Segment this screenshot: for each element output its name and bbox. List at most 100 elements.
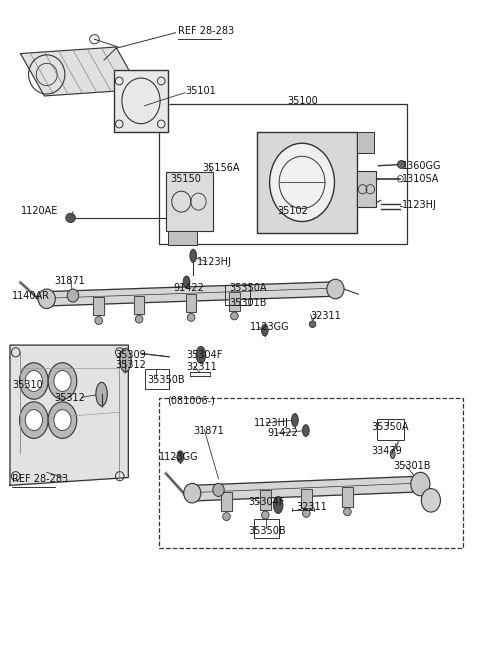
Bar: [229, 292, 240, 310]
Ellipse shape: [48, 402, 77, 438]
Ellipse shape: [390, 449, 395, 458]
Polygon shape: [166, 172, 213, 231]
Ellipse shape: [262, 324, 268, 336]
Bar: [257, 132, 357, 233]
Ellipse shape: [230, 312, 238, 320]
Ellipse shape: [187, 314, 195, 322]
Text: 35156A: 35156A: [202, 162, 240, 173]
Text: 33479: 33479: [371, 447, 402, 457]
Text: 35101: 35101: [185, 86, 216, 96]
Bar: [144, 369, 169, 389]
Ellipse shape: [309, 321, 316, 328]
Ellipse shape: [184, 483, 201, 503]
Text: 1120AE: 1120AE: [21, 206, 58, 216]
Bar: [94, 297, 104, 315]
Text: REF 28-283: REF 28-283: [12, 474, 68, 484]
Bar: [114, 70, 168, 132]
Ellipse shape: [66, 214, 75, 223]
Text: 91422: 91422: [173, 284, 204, 293]
Bar: [377, 419, 404, 440]
Ellipse shape: [302, 510, 310, 517]
Text: 35309: 35309: [115, 350, 146, 360]
Text: 35100: 35100: [288, 96, 318, 105]
Polygon shape: [10, 345, 128, 485]
Text: 1123HJ: 1123HJ: [254, 418, 289, 428]
Polygon shape: [229, 292, 240, 310]
Polygon shape: [114, 70, 168, 132]
Polygon shape: [342, 487, 353, 506]
Ellipse shape: [302, 424, 309, 436]
Text: 35312: 35312: [115, 360, 146, 370]
Ellipse shape: [38, 289, 55, 309]
Ellipse shape: [411, 472, 430, 496]
Ellipse shape: [177, 451, 184, 462]
Ellipse shape: [96, 383, 108, 405]
Ellipse shape: [20, 363, 48, 400]
Ellipse shape: [54, 409, 71, 430]
Polygon shape: [186, 294, 196, 312]
Polygon shape: [257, 132, 357, 233]
Text: 35350A: 35350A: [371, 422, 409, 432]
Text: 35150: 35150: [171, 174, 202, 184]
Text: 35350B: 35350B: [147, 375, 185, 384]
Bar: [166, 172, 213, 231]
Ellipse shape: [397, 160, 405, 168]
Text: 35312: 35312: [54, 393, 85, 403]
Text: 1123GG: 1123GG: [159, 452, 199, 462]
Ellipse shape: [20, 402, 48, 438]
Ellipse shape: [262, 511, 269, 519]
Ellipse shape: [213, 483, 224, 496]
Bar: [134, 295, 144, 314]
Text: REF 28-283: REF 28-283: [178, 26, 234, 36]
Bar: [159, 398, 463, 548]
Text: 32311: 32311: [311, 310, 341, 321]
Ellipse shape: [54, 371, 71, 392]
Text: 35301B: 35301B: [229, 298, 267, 308]
Ellipse shape: [48, 363, 77, 400]
Text: 31871: 31871: [193, 426, 224, 436]
Ellipse shape: [344, 508, 351, 515]
Ellipse shape: [183, 276, 190, 288]
Bar: [186, 294, 196, 312]
Ellipse shape: [327, 279, 344, 299]
Bar: [159, 103, 407, 244]
Ellipse shape: [196, 346, 205, 364]
Ellipse shape: [25, 409, 42, 430]
Bar: [357, 132, 373, 153]
Text: 32311: 32311: [296, 502, 327, 512]
Ellipse shape: [135, 315, 143, 323]
Bar: [168, 231, 197, 246]
Polygon shape: [192, 476, 420, 501]
Text: 35310: 35310: [12, 380, 43, 390]
Text: 1123HJ: 1123HJ: [197, 257, 232, 267]
Text: 31871: 31871: [54, 276, 84, 286]
Text: 35350A: 35350A: [229, 284, 267, 293]
Ellipse shape: [25, 371, 42, 392]
Text: 1140AR: 1140AR: [12, 291, 50, 301]
Text: 91422: 91422: [268, 428, 299, 438]
Ellipse shape: [223, 513, 230, 521]
Polygon shape: [94, 297, 104, 315]
Text: 1310SA: 1310SA: [402, 174, 440, 184]
Text: 35304F: 35304F: [249, 497, 285, 507]
Ellipse shape: [120, 348, 131, 372]
Polygon shape: [134, 295, 144, 314]
Text: 1360GG: 1360GG: [402, 160, 442, 171]
Bar: [301, 489, 312, 508]
Ellipse shape: [270, 143, 335, 221]
Ellipse shape: [421, 489, 441, 512]
Ellipse shape: [274, 496, 283, 514]
Text: 35301B: 35301B: [394, 460, 431, 471]
Polygon shape: [301, 489, 312, 508]
Polygon shape: [21, 47, 140, 96]
Text: 1123HJ: 1123HJ: [402, 200, 437, 210]
Polygon shape: [47, 282, 336, 306]
Text: (081006-): (081006-): [168, 396, 216, 405]
Bar: [254, 519, 279, 538]
Text: 32311: 32311: [187, 362, 217, 371]
Bar: [342, 487, 353, 506]
Text: 1123GG: 1123GG: [250, 322, 289, 333]
Text: 35102: 35102: [277, 206, 308, 216]
Text: 35304F: 35304F: [187, 350, 223, 360]
Bar: [260, 490, 271, 510]
